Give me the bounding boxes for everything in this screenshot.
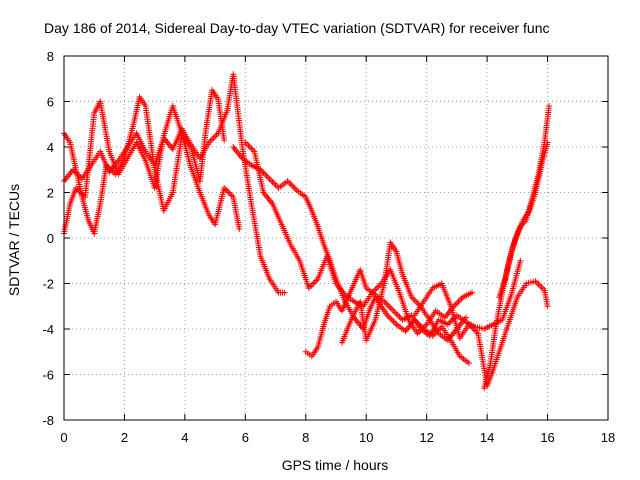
data-marker bbox=[413, 298, 420, 305]
data-marker bbox=[207, 137, 214, 144]
data-marker bbox=[533, 279, 540, 286]
data-marker bbox=[292, 185, 299, 192]
data-marker bbox=[387, 304, 394, 311]
data-marker bbox=[388, 316, 395, 323]
series-trace-7 bbox=[339, 239, 469, 346]
data-marker bbox=[289, 182, 296, 189]
data-marker bbox=[261, 171, 268, 178]
y-tick-label: -8 bbox=[42, 413, 54, 428]
data-point bbox=[266, 175, 273, 182]
x-tick-label: 10 bbox=[359, 430, 373, 445]
data-marker bbox=[388, 306, 395, 313]
data-marker bbox=[224, 187, 231, 194]
data-marker bbox=[397, 315, 404, 322]
data-marker bbox=[382, 300, 389, 307]
x-tick-label: 4 bbox=[181, 430, 188, 445]
data-marker bbox=[385, 303, 392, 310]
x-tick-label: 8 bbox=[302, 430, 309, 445]
data-marker bbox=[246, 144, 253, 150]
data-point bbox=[221, 137, 228, 144]
axis-ticks: 0 2 4 6 8 10 12 14 16 18 -8 -6 -4 -2 0 2 4 6 8 bbox=[42, 49, 615, 445]
data-marker bbox=[248, 145, 255, 152]
data-marker bbox=[376, 282, 383, 289]
data-point bbox=[544, 303, 551, 310]
data-marker bbox=[227, 191, 234, 198]
data-marker bbox=[411, 297, 418, 304]
data-point bbox=[517, 257, 524, 264]
data-point bbox=[544, 139, 551, 146]
x-tick-label: 16 bbox=[540, 430, 554, 445]
data-marker bbox=[311, 278, 318, 285]
data-marker bbox=[538, 284, 545, 291]
series-trace-6 bbox=[302, 257, 524, 360]
series-trace-9 bbox=[481, 103, 553, 392]
y-tick-label: 4 bbox=[47, 140, 54, 155]
data-marker bbox=[373, 285, 380, 292]
y-tick-label: -6 bbox=[42, 368, 54, 383]
data-marker bbox=[210, 134, 217, 141]
data-marker bbox=[265, 174, 271, 181]
data-marker bbox=[209, 136, 216, 143]
data-point bbox=[469, 289, 475, 296]
data-marker bbox=[393, 310, 400, 317]
data-point bbox=[281, 289, 288, 296]
data-marker bbox=[391, 309, 398, 316]
x-tick-label: 2 bbox=[121, 430, 128, 445]
series-trace-4 bbox=[230, 144, 472, 367]
data-marker bbox=[537, 282, 543, 289]
data-point bbox=[465, 360, 472, 367]
data-marker bbox=[535, 281, 542, 288]
data-marker bbox=[245, 142, 252, 149]
data-marker bbox=[308, 282, 315, 289]
data-marker bbox=[422, 322, 429, 329]
plot-area bbox=[61, 71, 553, 392]
data-marker bbox=[243, 140, 250, 147]
x-axis-label: GPS time / hours bbox=[281, 457, 389, 473]
x-tick-label: 18 bbox=[601, 430, 615, 445]
x-tick-label: 12 bbox=[419, 430, 433, 445]
data-marker bbox=[79, 191, 86, 198]
series-trace-10 bbox=[496, 139, 551, 301]
data-marker bbox=[387, 315, 394, 322]
data-marker bbox=[455, 298, 462, 305]
series-trace-2 bbox=[61, 87, 228, 237]
data-point bbox=[390, 307, 397, 314]
data-marker bbox=[212, 133, 219, 140]
x-tick-label: 0 bbox=[60, 430, 67, 445]
y-axis-label: SDTVAR / TECUs bbox=[6, 183, 22, 297]
data-marker bbox=[453, 300, 460, 307]
y-tick-label: -4 bbox=[42, 322, 54, 337]
data-marker bbox=[263, 172, 270, 179]
data-marker bbox=[375, 283, 382, 290]
data-point bbox=[546, 103, 553, 110]
data-point bbox=[462, 314, 469, 321]
data-marker bbox=[310, 280, 317, 287]
data-marker bbox=[384, 301, 391, 308]
data-marker bbox=[290, 184, 297, 191]
y-tick-label: 8 bbox=[47, 49, 54, 64]
data-marker bbox=[269, 178, 276, 185]
data-marker bbox=[390, 318, 397, 325]
x-tick-label: 14 bbox=[480, 430, 494, 445]
plot-frame bbox=[63, 55, 609, 421]
x-tick-label: 6 bbox=[242, 430, 249, 445]
data-marker bbox=[268, 177, 275, 184]
data-marker bbox=[456, 297, 463, 304]
data-point bbox=[236, 225, 243, 232]
series-trace-3 bbox=[61, 98, 243, 237]
data-marker bbox=[394, 312, 401, 319]
chart-title: Day 186 of 2014, Sidereal Day-to-day VTE… bbox=[44, 20, 550, 36]
y-tick-label: 6 bbox=[47, 95, 54, 110]
y-tick-label: 2 bbox=[47, 186, 54, 201]
data-marker bbox=[286, 179, 293, 186]
data-marker bbox=[271, 180, 278, 187]
data-marker bbox=[385, 313, 392, 320]
data-marker bbox=[452, 301, 459, 308]
data-marker bbox=[391, 319, 398, 326]
y-tick-label: -2 bbox=[42, 277, 54, 292]
data-marker bbox=[446, 319, 453, 326]
y-tick-label: 0 bbox=[47, 231, 54, 246]
